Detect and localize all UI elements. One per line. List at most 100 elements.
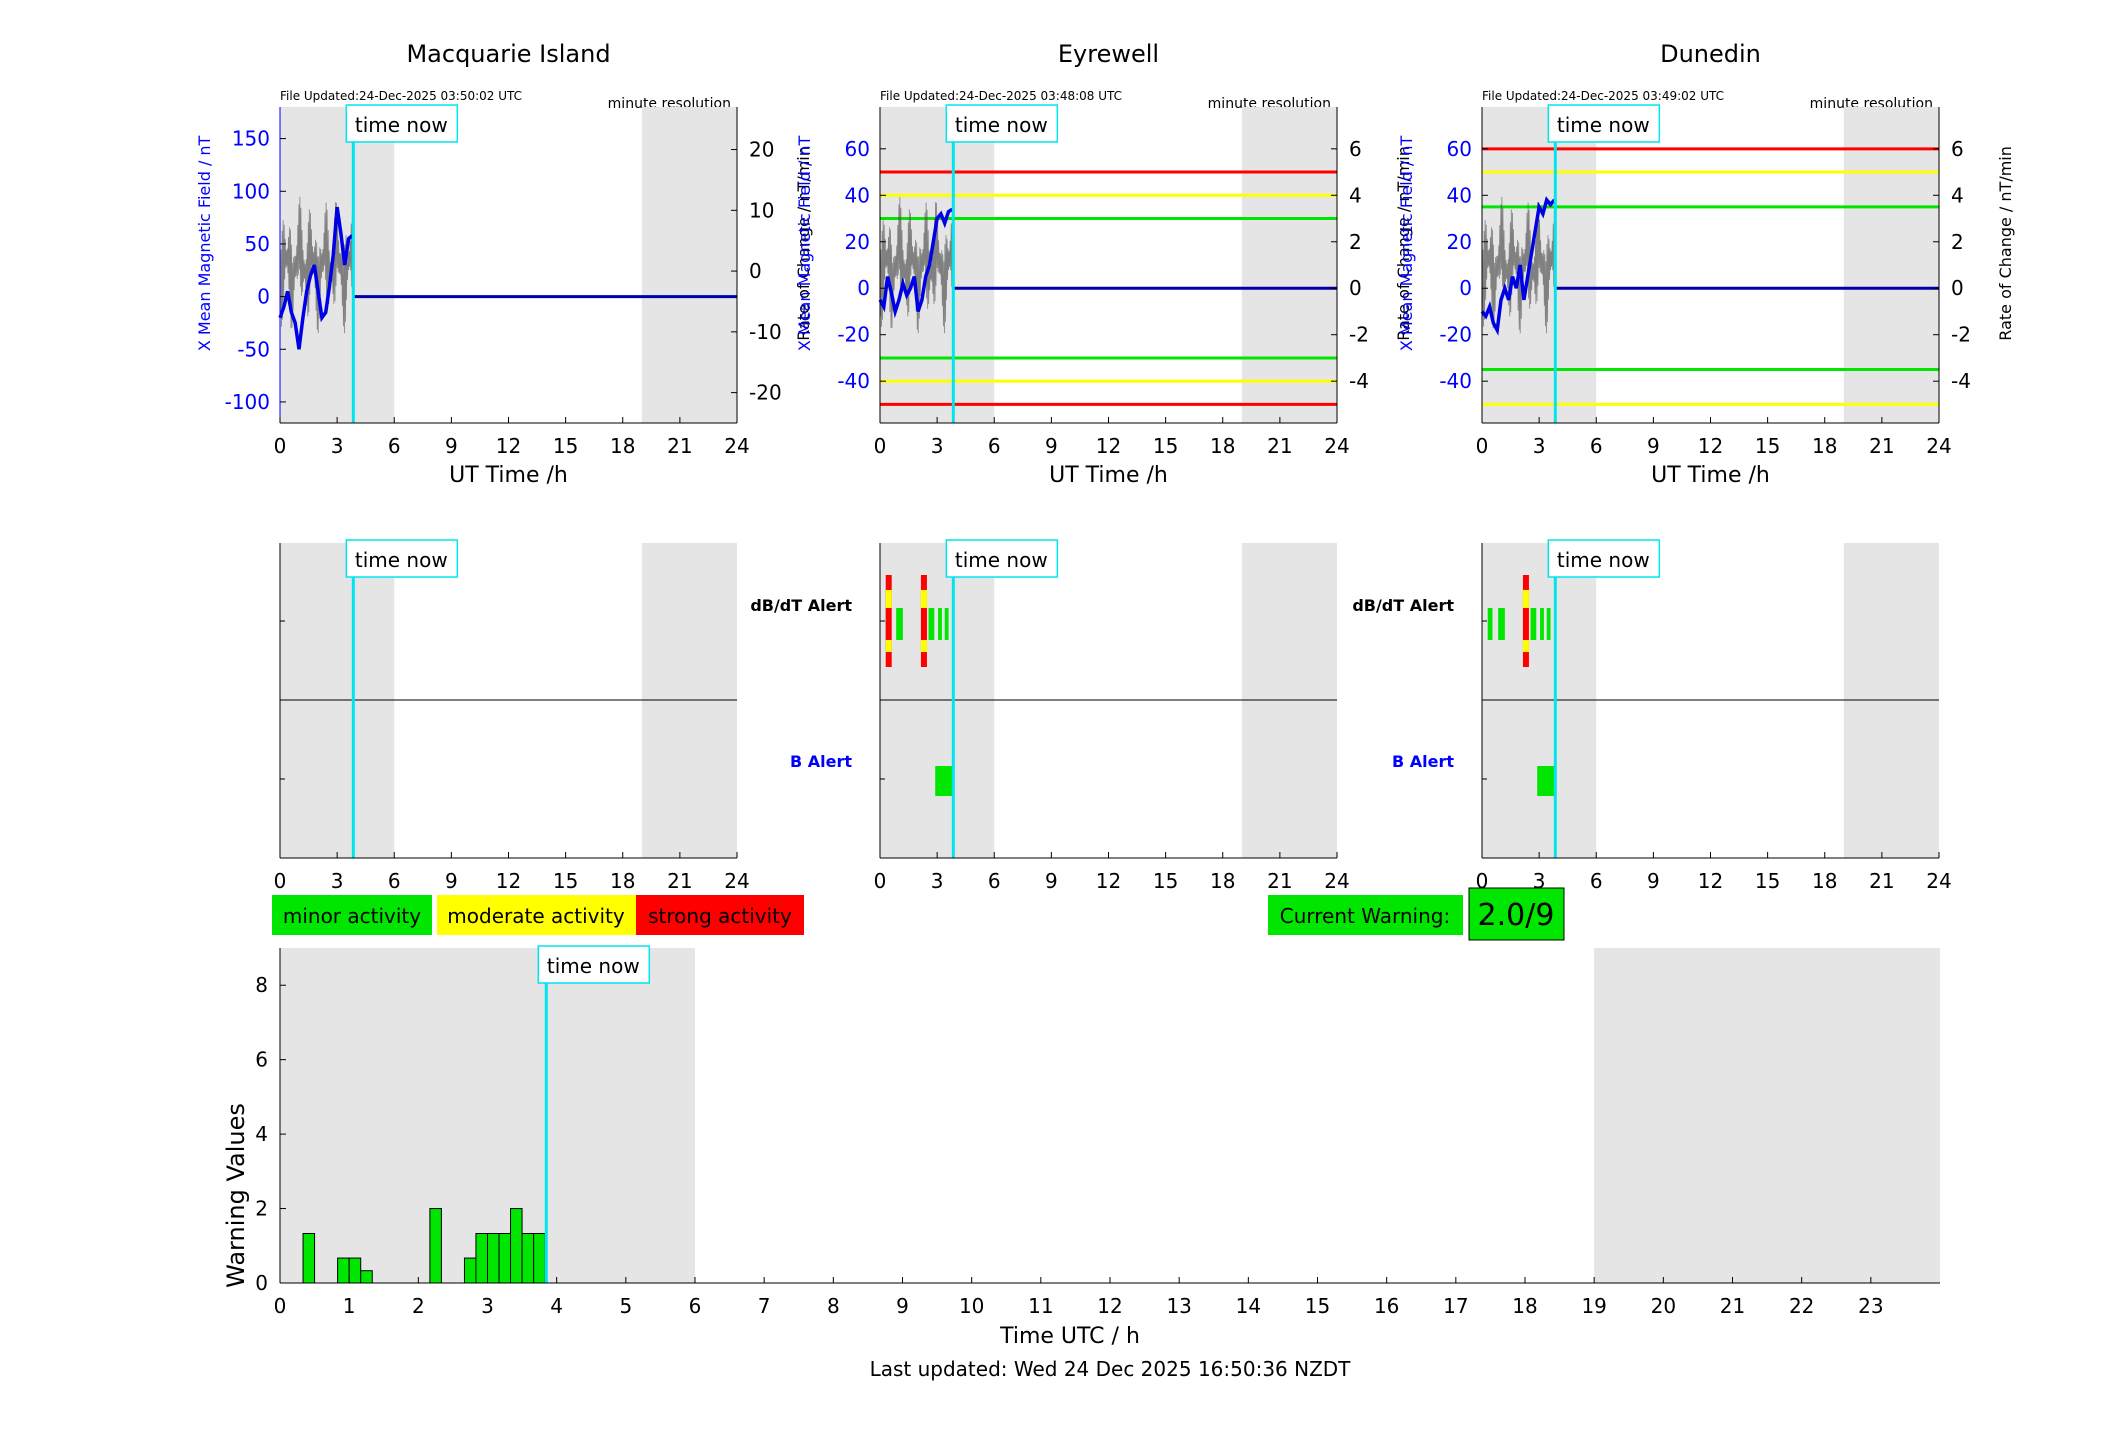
dbdt-moderate-marker: [920, 640, 927, 652]
left-tick-label: 0: [1459, 276, 1472, 300]
left-axis-label: X Mean Magnetic Field / nT: [795, 135, 814, 351]
legend-strong-swatch: [636, 895, 804, 935]
x-tick-label: 15: [553, 869, 578, 893]
station-panel-0: Macquarie Island File Updated:24-Dec-2025…: [195, 40, 813, 488]
x-tick-label: 0: [874, 869, 887, 893]
x-tick-label: 10: [959, 1294, 984, 1318]
x-tick-label: 9: [1647, 869, 1660, 893]
dbdt-moderate-marker: [885, 590, 892, 608]
dbdt-alert-label: dB/dT Alert: [750, 596, 852, 615]
x-tick-label: 11: [1028, 1294, 1053, 1318]
x-tick-label: 0: [1476, 434, 1489, 458]
x-tick-label: 24: [724, 434, 749, 458]
warning-bar: [510, 1208, 523, 1284]
station-title: Eyrewell: [1058, 40, 1159, 68]
right-tick-label: 2: [1349, 230, 1362, 254]
x-tick-label: 12: [1096, 869, 1121, 893]
x-tick-label: 24: [1926, 434, 1951, 458]
station-title: Macquarie Island: [406, 40, 610, 68]
left-tick-label: 60: [845, 137, 870, 161]
x-tick-label: 13: [1166, 1294, 1191, 1318]
x-tick-label: 3: [931, 434, 944, 458]
dbdt-moderate-marker: [1522, 640, 1529, 652]
x-tick-label: 24: [724, 869, 749, 893]
x-tick-label: 14: [1236, 1294, 1261, 1318]
x-tick-label: 15: [1153, 434, 1178, 458]
dbdt-moderate-marker: [885, 640, 892, 652]
time-now-box: [1547, 539, 1661, 578]
x-tick-label: 0: [874, 434, 887, 458]
x-tick-label: 12: [1096, 434, 1121, 458]
file-updated-label: File Updated:24-Dec-2025 03:48:08 UTC: [880, 89, 1122, 103]
b-alert-block: [1537, 766, 1556, 796]
y-tick-label: 2: [255, 1197, 268, 1221]
right-axis-label: Rate of Change / nT/min: [1394, 146, 1413, 341]
right-tick-label: 0: [749, 259, 762, 283]
time-now-label: time now: [355, 548, 448, 572]
x-axis-label: UT Time /h: [449, 463, 568, 488]
dbdt-alert-block: [1546, 608, 1551, 640]
activity-legend: minor activity moderate activity strong ac…: [272, 887, 1565, 941]
time-now-label: time now: [1557, 113, 1650, 137]
station-alert-charts: time now 0 3 6 9 12 15 18 21 24 time now 0 3 6 9 12 15 18…: [274, 539, 1952, 893]
dbdt-strong-marker: [920, 575, 927, 667]
x-tick-label: 12: [1698, 434, 1723, 458]
warning-bar: [498, 1232, 512, 1284]
right-axis-label: Rate of Change / nT/min: [1996, 146, 2015, 341]
x-tick-label: 8: [827, 1294, 840, 1318]
night-shade: [280, 948, 695, 1283]
night-shade: [641, 107, 737, 423]
dbdt-strong-marker: [1522, 575, 1529, 667]
right-tick-label: 0: [1951, 276, 1964, 300]
x-tick-label: 6: [388, 869, 401, 893]
x-tick-label: 3: [931, 869, 944, 893]
x-tick-label: 6: [1590, 869, 1603, 893]
x-tick-label: 21: [1720, 1294, 1745, 1318]
x-tick-label: 21: [1267, 869, 1292, 893]
x-tick-label: 6: [388, 434, 401, 458]
x-tick-label: 3: [481, 1294, 494, 1318]
x-tick-label: 15: [1755, 434, 1780, 458]
right-axis-label: Rate of Change / nT/min: [794, 146, 813, 341]
warning-bar: [337, 1257, 350, 1284]
x-tick-label: 16: [1374, 1294, 1399, 1318]
right-tick-label: -2: [1349, 323, 1369, 347]
y-tick-label: 8: [255, 973, 268, 997]
right-tick-label: -4: [1951, 369, 1971, 393]
x-axis-label: UT Time /h: [1049, 463, 1168, 488]
alert-panel-0: time now 0 3 6 9 12 15 18 21 24: [274, 539, 750, 893]
warning-bar: [487, 1232, 500, 1284]
right-tick-label: -10: [749, 320, 782, 344]
right-tick-label: -20: [749, 381, 782, 405]
x-tick-label: 9: [1647, 434, 1660, 458]
x-tick-label: 18: [610, 869, 635, 893]
left-tick-label: 40: [1447, 183, 1472, 207]
dbdt-alert-block: [938, 608, 942, 640]
x-tick-label: 15: [1153, 869, 1178, 893]
right-tick-label: 2: [1951, 230, 1964, 254]
x-tick-label: 0: [274, 869, 287, 893]
x-tick-label: 18: [1210, 869, 1235, 893]
time-now-label: time now: [547, 954, 640, 978]
left-tick-label: -40: [1439, 369, 1472, 393]
left-tick-label: 40: [845, 183, 870, 207]
current-warning-label: Current Warning:: [1280, 904, 1450, 928]
x-tick-label: 0: [274, 434, 287, 458]
x-tick-label: 15: [1305, 1294, 1330, 1318]
right-tick-label: 10: [749, 198, 774, 222]
y-axis-label: Warning Values: [222, 1103, 250, 1288]
x-tick-label: 9: [1045, 869, 1058, 893]
left-tick-label: 20: [845, 230, 870, 254]
right-tick-label: -4: [1349, 369, 1369, 393]
time-now-label: time now: [355, 113, 448, 137]
dbdt-alert-block: [896, 608, 903, 640]
rate-of-change-trace: [279, 196, 354, 334]
x-tick-label: 12: [1698, 869, 1723, 893]
station-panel-2: Dunedin File Updated:24-Dec-2025 03:49:02…: [1397, 40, 2015, 488]
dbdt-alert-block: [944, 608, 949, 640]
x-tick-label: 1: [343, 1294, 356, 1318]
left-tick-label: -20: [1439, 323, 1472, 347]
warning-bar: [463, 1257, 477, 1284]
